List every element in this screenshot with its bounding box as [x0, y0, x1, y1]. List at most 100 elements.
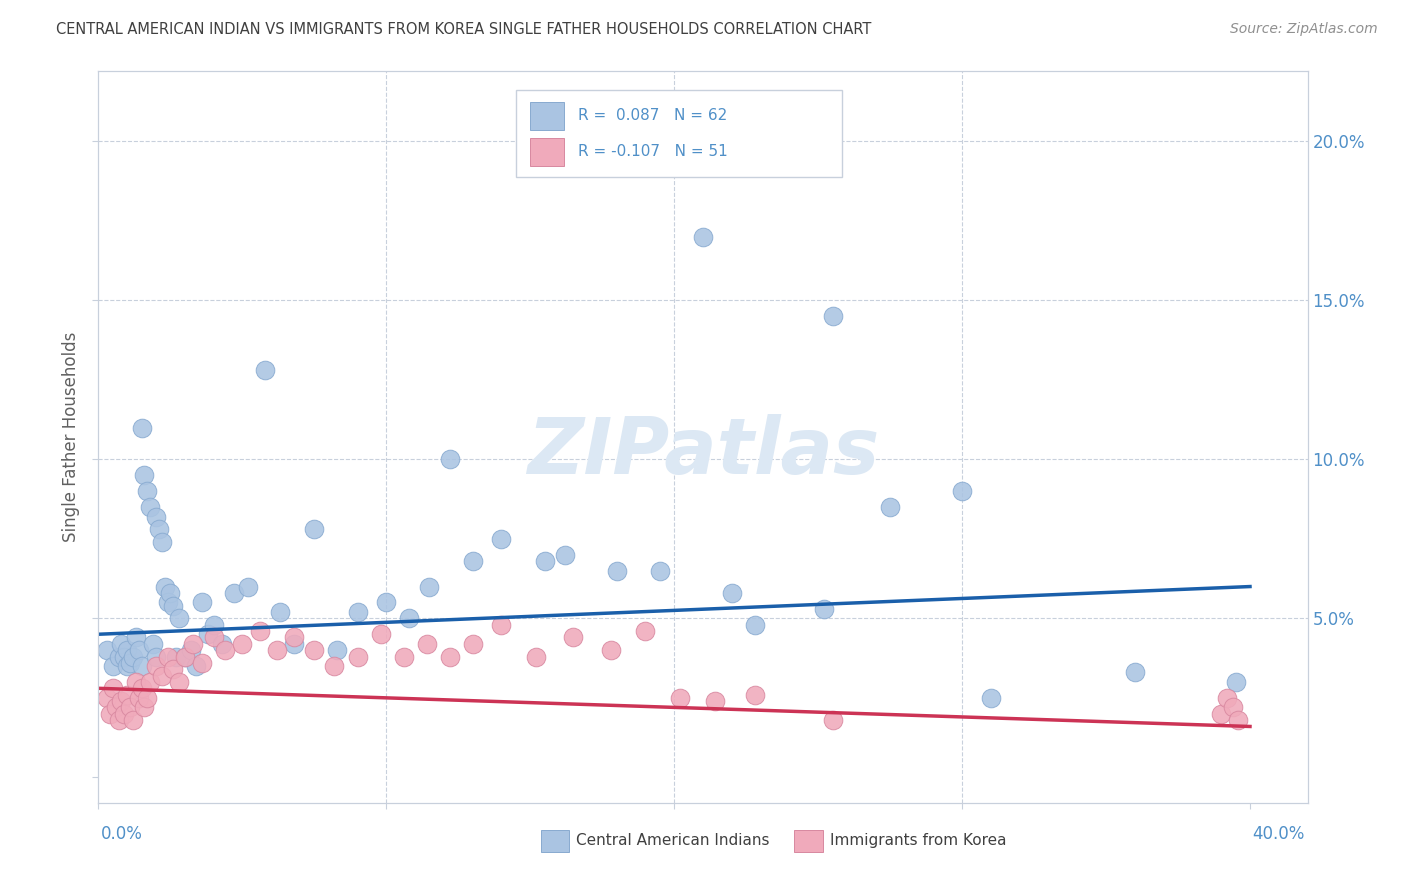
- Point: [191, 595, 214, 609]
- Point: [439, 649, 461, 664]
- Point: [980, 690, 1002, 705]
- Point: [165, 649, 187, 664]
- Point: [304, 643, 326, 657]
- Point: [283, 637, 305, 651]
- Point: [150, 668, 173, 682]
- Point: [167, 675, 190, 690]
- Point: [112, 706, 135, 721]
- Point: [415, 637, 437, 651]
- Point: [173, 649, 195, 664]
- Text: R = -0.107   N = 51: R = -0.107 N = 51: [578, 145, 728, 160]
- Point: [1222, 700, 1244, 714]
- Point: [96, 690, 118, 705]
- Point: [418, 580, 440, 594]
- Point: [115, 643, 138, 657]
- Point: [202, 617, 225, 632]
- Point: [821, 310, 844, 324]
- Point: [139, 675, 162, 690]
- Point: [323, 659, 346, 673]
- Point: [125, 631, 148, 645]
- Point: [346, 605, 368, 619]
- Point: [136, 484, 159, 499]
- Point: [222, 586, 245, 600]
- Point: [110, 637, 132, 651]
- Point: [634, 624, 657, 638]
- Point: [191, 656, 214, 670]
- Point: [128, 690, 150, 705]
- Point: [720, 586, 742, 600]
- Point: [461, 554, 484, 568]
- Point: [269, 605, 291, 619]
- Point: [136, 690, 159, 705]
- Point: [145, 659, 167, 673]
- Point: [692, 229, 714, 244]
- Point: [533, 554, 555, 568]
- Point: [167, 611, 190, 625]
- Point: [120, 656, 142, 670]
- Point: [104, 700, 127, 714]
- Point: [134, 468, 156, 483]
- Point: [156, 595, 179, 609]
- Point: [370, 627, 392, 641]
- Point: [562, 631, 585, 645]
- Point: [186, 659, 208, 673]
- Point: [107, 649, 129, 664]
- Point: [821, 713, 844, 727]
- Point: [98, 706, 121, 721]
- Point: [134, 700, 156, 714]
- Text: 40.0%: 40.0%: [1253, 825, 1305, 843]
- Point: [211, 637, 233, 651]
- Point: [266, 643, 288, 657]
- Point: [131, 681, 153, 696]
- Y-axis label: Single Father Households: Single Father Households: [62, 332, 80, 542]
- Text: ZIPatlas: ZIPatlas: [527, 414, 879, 490]
- Point: [162, 599, 184, 613]
- Point: [744, 688, 766, 702]
- Point: [131, 659, 153, 673]
- Point: [439, 452, 461, 467]
- Point: [703, 694, 725, 708]
- Point: [599, 643, 621, 657]
- Text: 0.0%: 0.0%: [101, 825, 143, 843]
- Point: [153, 580, 176, 594]
- Point: [112, 649, 135, 664]
- Point: [375, 595, 398, 609]
- Point: [1216, 690, 1239, 705]
- Point: [236, 580, 259, 594]
- Point: [950, 484, 973, 499]
- Point: [180, 643, 202, 657]
- Point: [669, 690, 692, 705]
- Point: [142, 637, 165, 651]
- Point: [183, 637, 205, 651]
- Point: [326, 643, 349, 657]
- Point: [606, 564, 628, 578]
- Point: [162, 662, 184, 676]
- Point: [101, 659, 124, 673]
- Point: [813, 602, 835, 616]
- Point: [304, 522, 326, 536]
- Point: [131, 420, 153, 434]
- Point: [148, 522, 170, 536]
- Point: [122, 713, 145, 727]
- Bar: [530, 138, 564, 166]
- Point: [125, 675, 148, 690]
- Point: [1225, 675, 1247, 690]
- Point: [120, 700, 142, 714]
- Text: R =  0.087   N = 62: R = 0.087 N = 62: [578, 109, 728, 123]
- Text: CENTRAL AMERICAN INDIAN VS IMMIGRANTS FROM KOREA SINGLE FATHER HOUSEHOLDS CORREL: CENTRAL AMERICAN INDIAN VS IMMIGRANTS FR…: [56, 22, 872, 37]
- Point: [283, 631, 305, 645]
- Point: [115, 659, 138, 673]
- Point: [145, 509, 167, 524]
- Point: [115, 688, 138, 702]
- Text: Immigrants from Korea: Immigrants from Korea: [830, 833, 1007, 848]
- Point: [145, 649, 167, 664]
- Point: [107, 713, 129, 727]
- Text: Source: ZipAtlas.com: Source: ZipAtlas.com: [1230, 22, 1378, 37]
- Point: [249, 624, 271, 638]
- Bar: [530, 102, 564, 130]
- Point: [202, 631, 225, 645]
- Point: [491, 617, 513, 632]
- Point: [139, 500, 162, 514]
- Point: [1123, 665, 1146, 680]
- Point: [128, 643, 150, 657]
